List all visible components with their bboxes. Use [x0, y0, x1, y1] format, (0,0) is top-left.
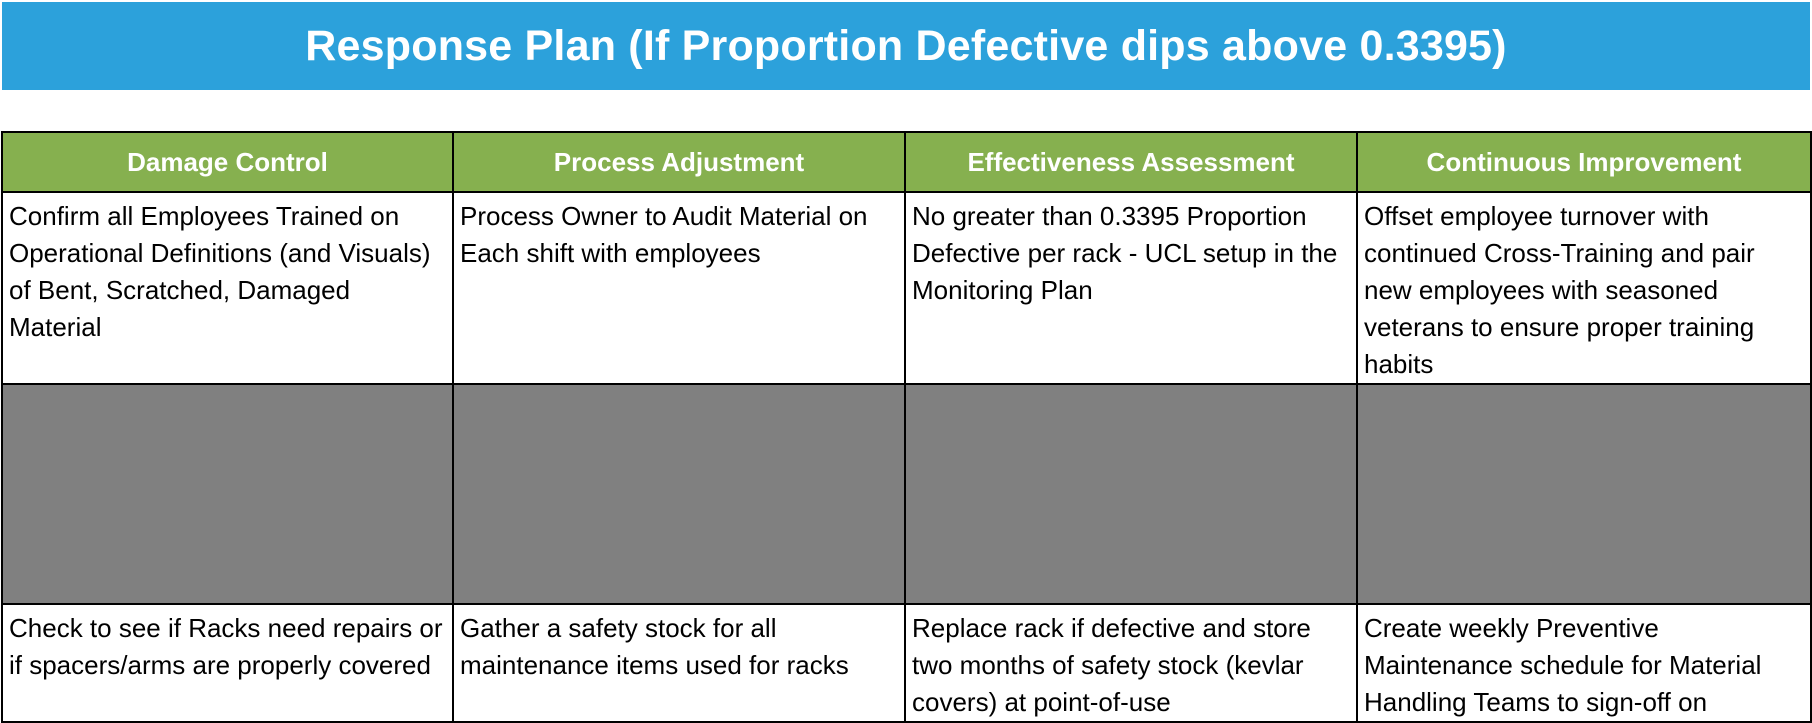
table-cell: Check to see if Racks need repairs or if… — [1, 603, 454, 723]
header-damage-control: Damage Control — [1, 131, 454, 193]
table-cell: Confirm all Employees Trained on Operati… — [1, 191, 454, 385]
header-process-adjustment: Process Adjustment — [452, 131, 906, 193]
table-cell: Offset employee turnover with continued … — [1356, 191, 1812, 385]
gray-cell — [452, 383, 906, 605]
table-cell: No greater than 0.3395 Proportion Defect… — [904, 191, 1358, 385]
table-row: Confirm all Employees Trained on Operati… — [1, 191, 1812, 385]
gray-filler-row — [1, 383, 1812, 605]
table-header-row: Damage Control Process Adjustment Effect… — [1, 131, 1812, 193]
table-row: Check to see if Racks need repairs or if… — [1, 603, 1812, 723]
table-cell: Gather a safety stock for all maintenanc… — [452, 603, 906, 723]
table-cell: Create weekly Preventive Maintenance sch… — [1356, 603, 1812, 723]
page-title: Response Plan (If Proportion Defective d… — [305, 21, 1507, 70]
header-continuous-improvement: Continuous Improvement — [1356, 131, 1812, 193]
gray-cell — [904, 383, 1358, 605]
table-cell: Replace rack if defective and store two … — [904, 603, 1358, 723]
gray-cell — [1, 383, 454, 605]
table-cell: Process Owner to Audit Material on Each … — [452, 191, 906, 385]
gray-cell — [1356, 383, 1812, 605]
response-plan-table: Damage Control Process Adjustment Effect… — [1, 131, 1812, 723]
title-banner: Response Plan (If Proportion Defective d… — [2, 2, 1810, 90]
header-effectiveness-assessment: Effectiveness Assessment — [904, 131, 1358, 193]
